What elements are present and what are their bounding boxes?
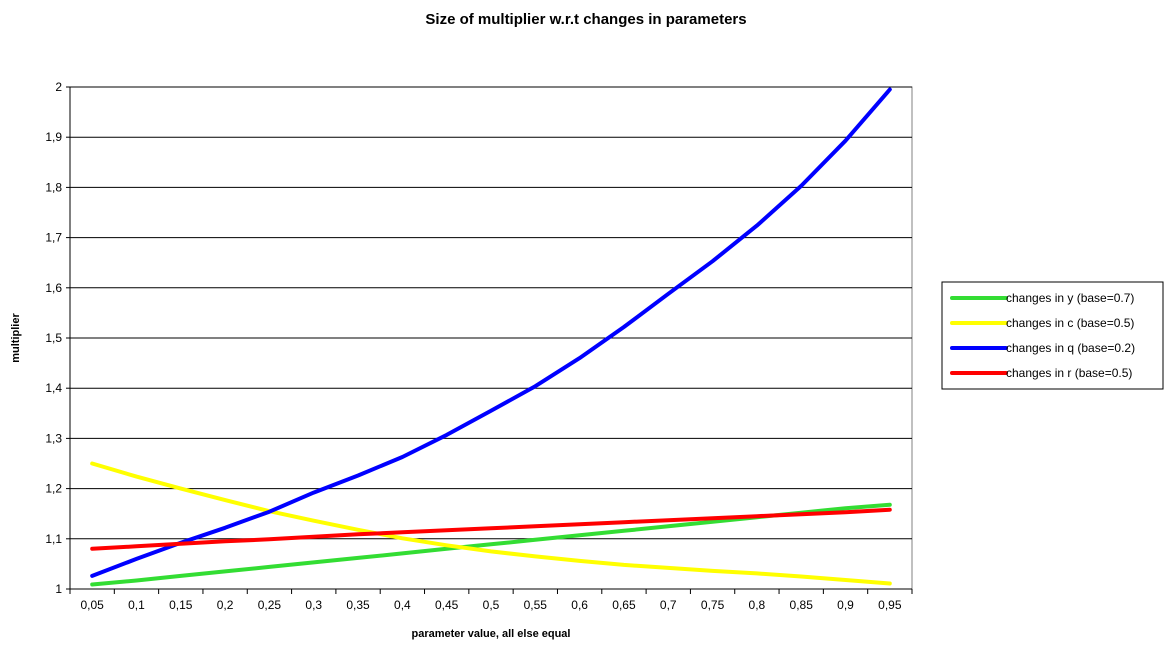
legend: changes in y (base=0.7) changes in c (bas… — [941, 281, 1164, 390]
data-series — [90, 87, 892, 587]
y-axis-tick-label: 1,3 — [45, 431, 62, 445]
x-axis-title: parameter value, all else equal — [412, 628, 571, 640]
y-axis-tick-label: 1,4 — [45, 381, 62, 395]
y-axis-title: multiplier — [10, 313, 22, 363]
y-axis-tick-label: 1,8 — [45, 180, 62, 194]
y-axis-tick-label: 2 — [55, 80, 62, 94]
x-axis-tick-label: 0,05 — [80, 598, 104, 612]
x-axis-tick-label: 0,7 — [660, 598, 677, 612]
axes — [66, 86, 913, 594]
legend-entries: changes in y (base=0.7) changes in c (bas… — [950, 291, 1135, 380]
y-axis-tick-label: 1,7 — [45, 231, 62, 245]
series-line-3 — [90, 87, 892, 578]
y-axis-tick-label: 1,5 — [45, 331, 62, 345]
x-axis-tick-label: 0,85 — [790, 598, 814, 612]
x-axis-tick-label: 0,95 — [878, 598, 902, 612]
y-axis-tick-label: 1,9 — [45, 130, 62, 144]
x-axis-tick-label: 0,25 — [258, 598, 282, 612]
y-axis-tick-label: 1 — [55, 582, 62, 596]
chart-title: Size of multiplier w.r.t changes in para… — [425, 11, 746, 28]
y-axis-tick-labels: 1 1,1 1,2 1,3 1,4 1,5 1,6 1,7 1,8 1,9 2 — [45, 80, 62, 596]
series-line-4 — [90, 507, 892, 551]
x-axis-tick-label: 0,1 — [128, 598, 145, 612]
x-axis-tick-label: 0,45 — [435, 598, 459, 612]
x-axis-tick-label: 0,6 — [571, 598, 588, 612]
x-axis-tick-label: 0,8 — [749, 598, 766, 612]
x-axis-tick-label: 0,75 — [701, 598, 725, 612]
y-axis-tick-label: 1,2 — [45, 482, 62, 496]
y-axis-tick-label: 1,1 — [45, 532, 62, 546]
legend-label-1: changes in y (base=0.7) — [1006, 291, 1134, 305]
x-axis-tick-label: 0,9 — [837, 598, 854, 612]
x-axis-tick-label: 0,2 — [217, 598, 234, 612]
x-axis-tick-labels: 0,05 0,1 0,15 0,2 0,25 0,3 0,35 0,4 0,45 0,5 0,55 0… — [80, 598, 901, 612]
legend-label-4: changes in r (base=0.5) — [1006, 366, 1132, 380]
series-line-2 — [90, 461, 892, 586]
x-axis-tick-label: 0,3 — [305, 598, 322, 612]
x-axis-tick-label: 0,65 — [612, 598, 636, 612]
x-axis-tick-label: 0,35 — [346, 598, 370, 612]
legend-label-3: changes in q (base=0.2) — [1006, 341, 1135, 355]
x-axis-tick-label: 0,55 — [524, 598, 548, 612]
x-axis-tick-label: 0,4 — [394, 598, 411, 612]
y-axis-tick-label: 1,6 — [45, 281, 62, 295]
gridlines — [70, 86, 912, 540]
x-axis-tick-label: 0,5 — [483, 598, 500, 612]
legend-label-2: changes in c (base=0.5) — [1006, 316, 1134, 330]
x-axis-tick-label: 0,15 — [169, 598, 193, 612]
